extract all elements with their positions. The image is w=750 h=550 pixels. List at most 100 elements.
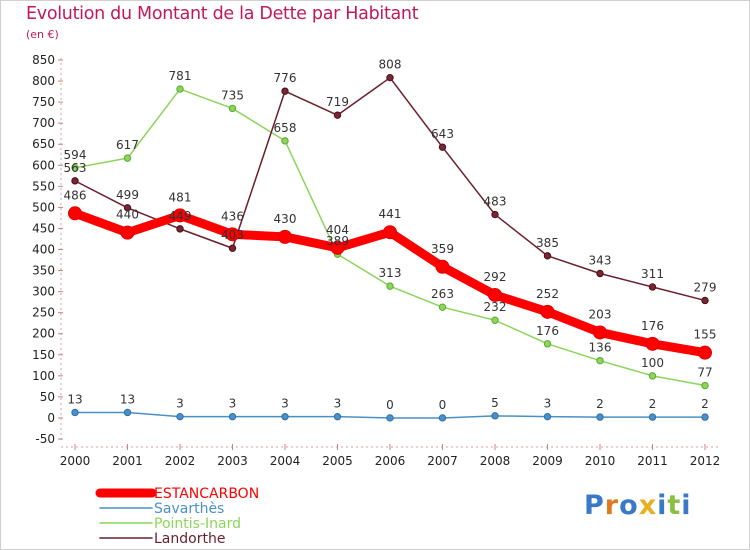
data-point-landorthe <box>386 73 394 82</box>
y-tick-label: 650 <box>32 137 55 151</box>
data-label-landorthe: 719 <box>326 95 349 109</box>
data-point-savarth-s <box>438 414 447 422</box>
data-point-estancarbon <box>435 259 450 274</box>
data-label-pointis-inard: 263 <box>431 287 454 301</box>
data-label-estancarbon: 359 <box>431 242 454 256</box>
chart-unit: (en €) <box>26 28 59 41</box>
data-point-savarth-s <box>228 412 237 421</box>
y-tick-label: 150 <box>32 348 55 362</box>
data-point-pointis-inard <box>491 316 499 324</box>
data-point-estancarbon <box>593 325 607 340</box>
data-point-savarth-s <box>543 412 552 421</box>
proxiti-logo: Proxiti <box>584 490 692 521</box>
y-tick-label: 550 <box>32 179 55 193</box>
data-label-estancarbon: 252 <box>536 287 559 301</box>
data-label-savarth-s: 3 <box>334 397 342 411</box>
data-label-pointis-inard: 781 <box>169 69 192 83</box>
data-label-savarth-s: 5 <box>491 396 499 410</box>
data-label-pointis-inard: 617 <box>116 138 139 152</box>
y-tick-label: 250 <box>32 306 55 320</box>
data-label-landorthe: 385 <box>536 236 559 250</box>
data-label-savarth-s: 2 <box>596 397 604 411</box>
data-point-landorthe <box>701 296 709 305</box>
y-tick-label: 700 <box>32 116 55 130</box>
data-point-landorthe <box>596 269 604 278</box>
chart-title: Evolution du Montant de la Dette par Hab… <box>26 4 419 24</box>
data-point-savarth-s <box>596 413 604 421</box>
data-label-landorthe: 499 <box>116 188 139 202</box>
data-point-pointis-inard <box>71 164 79 172</box>
data-point-savarth-s <box>701 413 709 421</box>
data-point-landorthe <box>491 210 499 219</box>
data-point-estancarbon <box>120 225 135 240</box>
data-label-landorthe: 776 <box>274 71 297 85</box>
data-point-landorthe <box>71 177 79 185</box>
data-point-savarth-s <box>176 412 184 421</box>
data-label-savarth-s: 0 <box>386 398 394 412</box>
x-tick-label: 2010 <box>585 454 616 468</box>
data-label-landorthe: 449 <box>169 209 192 223</box>
y-tick-label: 50 <box>40 390 55 404</box>
data-point-landorthe <box>333 111 342 119</box>
data-label-landorthe: 643 <box>431 127 454 141</box>
data-point-landorthe <box>123 204 132 212</box>
data-label-estancarbon: 176 <box>641 319 664 333</box>
y-tick-label: 350 <box>32 264 55 278</box>
x-tick-label: 2004 <box>270 454 301 468</box>
data-point-estancarbon <box>540 304 555 319</box>
x-tick-label: 2000 <box>60 454 91 468</box>
data-point-savarth-s <box>281 412 289 421</box>
y-tick-label: 800 <box>32 74 55 88</box>
data-point-pointis-inard <box>281 137 289 145</box>
data-point-savarth-s <box>333 412 342 421</box>
data-label-estancarbon: 481 <box>169 190 192 204</box>
data-label-savarth-s: 3 <box>176 397 184 411</box>
y-tick-label: 0 <box>47 411 55 425</box>
data-label-pointis-inard: 232 <box>484 300 507 314</box>
data-label-pointis-inard: 594 <box>64 148 87 162</box>
y-tick-label: 750 <box>32 95 55 109</box>
data-point-landorthe <box>176 225 184 233</box>
data-label-landorthe: 343 <box>589 254 612 268</box>
data-point-savarth-s <box>71 408 79 417</box>
data-point-pointis-inard <box>438 303 447 311</box>
data-point-estancarbon <box>488 287 502 302</box>
data-label-landorthe: 311 <box>641 267 664 281</box>
data-label-savarth-s: 13 <box>120 392 135 406</box>
x-tick-label: 2009 <box>532 454 563 468</box>
data-label-estancarbon: 203 <box>589 307 612 321</box>
data-label-savarth-s: 0 <box>439 398 447 412</box>
data-point-savarth-s <box>386 414 394 422</box>
data-point-landorthe <box>438 143 447 151</box>
data-label-savarth-s: 2 <box>701 397 709 411</box>
data-point-landorthe <box>281 87 289 95</box>
data-point-pointis-inard <box>648 372 657 380</box>
data-label-pointis-inard: 735 <box>221 88 244 102</box>
data-point-estancarbon <box>173 208 187 223</box>
y-tick-label: 500 <box>32 200 55 214</box>
x-tick-label: 2003 <box>217 454 248 468</box>
y-tick-label: 100 <box>32 369 55 383</box>
data-point-landorthe <box>648 283 657 291</box>
data-label-estancarbon: 440 <box>116 208 139 222</box>
data-point-landorthe <box>543 252 552 260</box>
x-tick-label: 2012 <box>690 454 721 468</box>
data-point-estancarbon <box>225 227 240 242</box>
y-tick-label: 450 <box>32 221 55 235</box>
y-tick-label: 300 <box>32 285 55 299</box>
y-tick-label: 850 <box>32 53 55 67</box>
x-tick-label: 2005 <box>322 454 353 468</box>
x-tick-label: 2006 <box>375 454 406 468</box>
data-point-pointis-inard <box>123 154 132 162</box>
data-point-estancarbon <box>645 336 660 351</box>
data-label-estancarbon: 441 <box>379 207 402 221</box>
data-label-savarth-s: 3 <box>229 397 237 411</box>
x-tick-label: 2011 <box>637 454 668 468</box>
data-label-estancarbon: 486 <box>64 188 87 202</box>
data-point-savarth-s <box>648 413 657 421</box>
data-point-estancarbon <box>330 240 345 255</box>
data-point-pointis-inard <box>176 85 184 93</box>
data-point-savarth-s <box>123 408 132 417</box>
